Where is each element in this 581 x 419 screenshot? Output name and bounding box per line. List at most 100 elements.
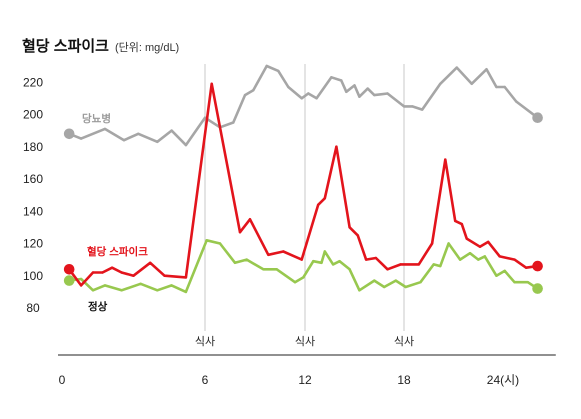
data-point-spike [430, 242, 434, 245]
data-point-normal [293, 281, 297, 284]
data-point-diabetes [515, 100, 518, 103]
data-point-spike [248, 218, 252, 221]
chart-title-text: 혈당 스파이크 [22, 37, 109, 55]
data-point-spike [465, 237, 468, 240]
data-point-normal [275, 268, 278, 271]
data-point-diabetes [373, 93, 376, 97]
data-point-normal [320, 261, 323, 264]
series-label-normal: 정상 [88, 300, 108, 313]
data-point-diabetes [470, 82, 473, 86]
data-point-spike [460, 222, 463, 226]
data-point-spike [210, 82, 213, 86]
data-point-normal [103, 284, 107, 287]
y-tick-label: 220 [23, 75, 43, 89]
data-point-spike [110, 266, 114, 269]
data-point-diabetes [307, 92, 310, 95]
data-point-spike [91, 271, 95, 274]
data-point-normal [156, 289, 159, 292]
series-line-diabetes [67, 64, 539, 147]
data-point-spike [356, 234, 359, 237]
data-point-diabetes [170, 129, 173, 132]
data-point-spike [399, 263, 402, 266]
data-point-diabetes [353, 84, 356, 87]
data-point-diabetes [243, 93, 247, 97]
data-point-spike [513, 258, 516, 261]
data-point-spike [282, 250, 285, 253]
data-point-diabetes [340, 79, 343, 82]
data-point-normal [79, 277, 83, 281]
data-point-spike [300, 258, 303, 261]
data-point-spike [184, 276, 188, 279]
meal-label: 식사 [195, 335, 215, 348]
data-point-diabetes [122, 139, 126, 142]
data-point-diabetes [455, 66, 458, 69]
data-point-diabetes [421, 108, 424, 111]
series-start-dot-spike [63, 264, 75, 275]
data-point-normal [383, 285, 386, 289]
x-tick-label: 0 [59, 373, 66, 387]
data-point-normal [139, 282, 142, 285]
x-tick-label: 12 [298, 373, 312, 387]
meal-label: 식사 [295, 335, 315, 348]
data-point-spike [323, 197, 326, 200]
x-tick-label: 24(시) [487, 373, 519, 387]
data-point-diabetes [358, 95, 361, 98]
data-point-diabetes [330, 76, 333, 79]
data-point-normal [302, 276, 305, 279]
chart-title: 혈당 스파이크 (단위: mg/dL) [22, 37, 179, 55]
series-start-dot-normal [63, 275, 75, 286]
data-point-spike [335, 145, 338, 148]
data-point-spike [149, 261, 152, 264]
y-tick-label: 100 [23, 269, 43, 283]
data-point-diabetes [315, 97, 318, 100]
x-tick-label: 18 [397, 373, 411, 387]
data-point-diabetes [277, 69, 280, 73]
data-point-normal [245, 258, 248, 261]
series-label-spike: 혈당 스파이크 [87, 245, 148, 258]
data-point-normal [404, 285, 407, 289]
data-point-normal [495, 274, 498, 277]
data-point-normal [503, 269, 506, 273]
data-point-diabetes [300, 97, 303, 100]
data-point-normal [331, 263, 335, 266]
data-point-normal [458, 258, 462, 261]
data-point-spike [444, 158, 447, 161]
data-point-normal [468, 252, 472, 255]
series-end-dot-diabetes [532, 112, 543, 123]
data-point-normal [233, 261, 237, 264]
y-axis-tick-labels: 220 200 180 160 140 120 100 80 [23, 75, 43, 315]
chart-unit-note: (단위: mg/dL) [115, 41, 179, 54]
data-point-spike [364, 258, 368, 261]
data-point-diabetes [79, 137, 83, 140]
data-point-spike [478, 245, 482, 248]
data-point-diabetes [203, 116, 207, 119]
data-point-normal [323, 250, 326, 253]
data-point-diabetes [287, 85, 290, 89]
data-point-normal [513, 281, 516, 284]
data-point-normal [439, 264, 442, 268]
data-point-normal [120, 289, 123, 292]
data-point-spike [374, 256, 378, 260]
data-point-diabetes [503, 85, 506, 89]
data-point-spike [417, 263, 420, 266]
data-point-diabetes [103, 127, 107, 131]
data-point-spike [498, 255, 501, 258]
series-end-dot-normal [532, 283, 543, 294]
data-point-normal [205, 239, 208, 242]
data-point-normal [184, 290, 188, 294]
data-point-diabetes [495, 85, 498, 89]
y-tick-label: 140 [23, 204, 43, 218]
series-spike [63, 82, 543, 287]
series-diabetes [63, 64, 543, 147]
series-layer [63, 64, 543, 294]
data-point-diabetes [345, 90, 348, 94]
data-point-spike [386, 268, 389, 271]
series-normal [63, 239, 543, 294]
data-point-spike [348, 226, 351, 229]
data-point-spike [101, 271, 104, 274]
data-point-spike [267, 253, 270, 256]
data-point-normal [218, 242, 222, 245]
y-tick-label: 200 [23, 108, 43, 122]
